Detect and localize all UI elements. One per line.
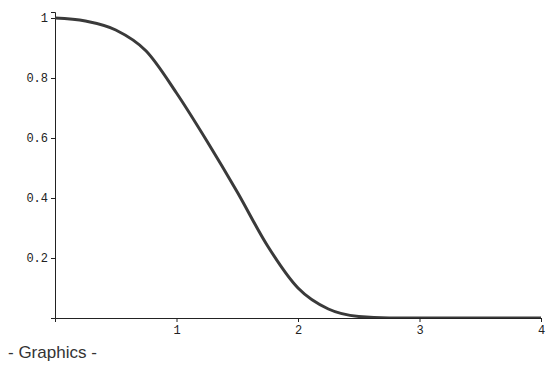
tick-mark [541,318,542,322]
y-axis: 0.2 0.4 0.6 0.8 1 [26,12,55,318]
tick-label: 4 [538,324,545,338]
x-axis: 1 2 3 4 [56,318,546,338]
tick: 3 [416,318,423,338]
tick-label: 3 [416,324,423,338]
tick-mark [51,198,55,199]
axis-line [51,13,56,319]
tick-label: 0.4 [26,192,48,206]
tick: 0.6 [26,132,55,146]
tick-mark [420,318,421,322]
tick: 4 [538,318,545,338]
tick: 0.2 [26,252,55,266]
tick-mark [51,138,55,139]
tick: 0.8 [26,72,55,86]
chart: 1 2 3 4 0.2 0.4 0.6 0.8 1 - Graphics - [0,0,552,388]
marks [55,18,541,318]
tick-label: 1 [41,12,48,26]
plot: 1 2 3 4 0.2 0.4 0.6 0.8 1 [26,12,545,337]
tick-mark [51,258,55,259]
tick-mark [177,318,178,322]
tick-label: 2 [295,324,302,338]
tick: 1 [173,318,180,338]
tick: 0.4 [26,192,55,206]
tick-label: 0.6 [26,132,48,146]
curve [55,18,541,318]
tick: 2 [295,318,302,338]
tick: 1 [41,12,55,26]
tick-mark [51,78,55,79]
annotation: - Graphics - [8,343,97,362]
tick-label: 0.2 [26,252,48,266]
tick-mark [51,18,55,19]
tick-mark [298,318,299,322]
tick-label: 0.8 [26,72,48,86]
tick-label: 1 [173,324,180,338]
axis-line [56,319,542,323]
